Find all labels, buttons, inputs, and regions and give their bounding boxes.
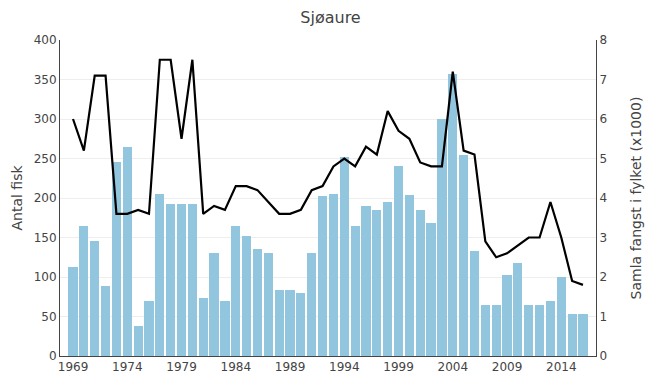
svg-text:1969: 1969	[58, 360, 89, 374]
svg-text:300: 300	[34, 112, 57, 126]
svg-text:1994: 1994	[329, 360, 360, 374]
svg-text:100: 100	[34, 270, 57, 284]
svg-text:1984: 1984	[220, 360, 251, 374]
svg-text:5: 5	[599, 152, 607, 166]
svg-text:1989: 1989	[275, 360, 306, 374]
svg-text:0: 0	[599, 349, 607, 363]
svg-text:7: 7	[599, 73, 607, 87]
svg-text:1: 1	[599, 310, 607, 324]
svg-text:350: 350	[34, 73, 57, 87]
svg-text:1979: 1979	[166, 360, 197, 374]
svg-text:4: 4	[599, 191, 607, 205]
svg-text:6: 6	[599, 112, 607, 126]
svg-text:250: 250	[34, 152, 57, 166]
svg-text:2: 2	[599, 270, 607, 284]
svg-text:2004: 2004	[438, 360, 469, 374]
svg-text:400: 400	[34, 33, 57, 47]
svg-text:8: 8	[599, 33, 607, 47]
svg-text:0: 0	[49, 349, 57, 363]
svg-text:150: 150	[34, 231, 57, 245]
svg-text:50: 50	[41, 310, 56, 324]
svg-text:Sjøaure: Sjøaure	[300, 8, 360, 27]
svg-text:2009: 2009	[492, 360, 523, 374]
svg-text:2014: 2014	[546, 360, 577, 374]
svg-text:Antal fisk: Antal fisk	[9, 165, 25, 231]
svg-text:1999: 1999	[383, 360, 414, 374]
svg-text:3: 3	[599, 231, 607, 245]
svg-text:1974: 1974	[112, 360, 143, 374]
svg-text:Samla fangst i fylket (x1000): Samla fangst i fylket (x1000)	[628, 97, 644, 300]
svg-text:200: 200	[34, 191, 57, 205]
